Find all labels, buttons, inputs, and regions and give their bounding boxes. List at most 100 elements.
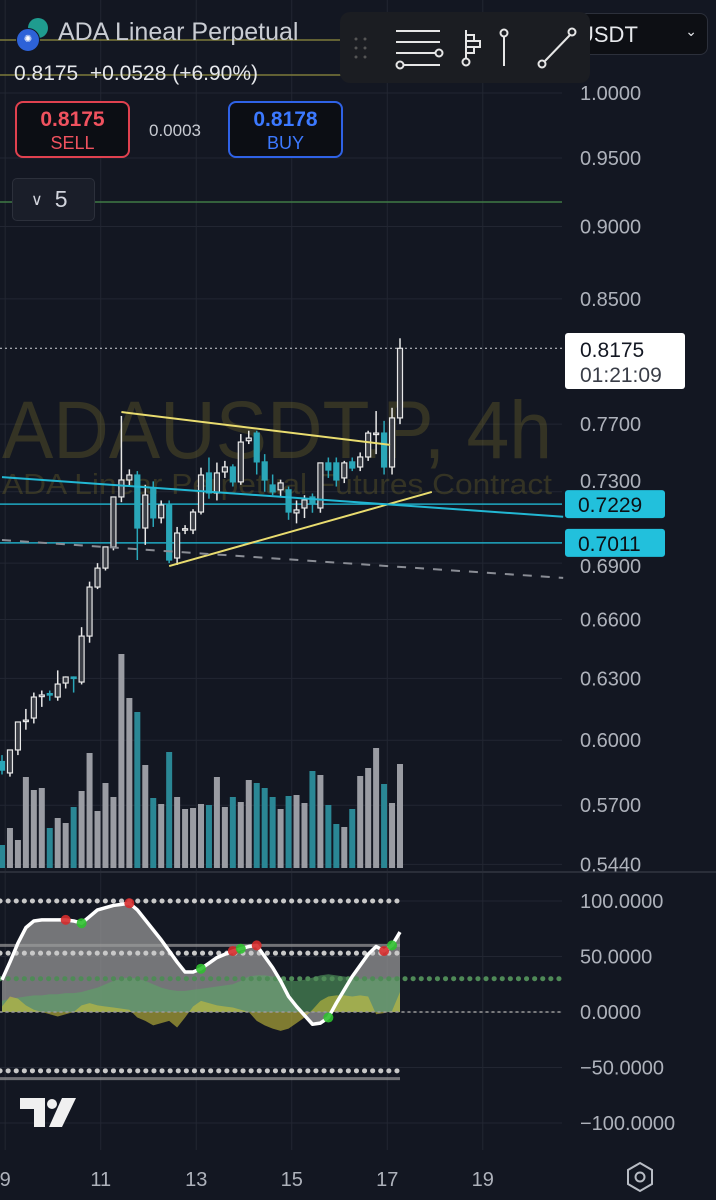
volume-bar (253, 783, 260, 868)
candle (277, 479, 284, 497)
tradingview-logo[interactable] (20, 1097, 78, 1134)
oscillator-buy-signal-dot (323, 1012, 334, 1023)
sell-button[interactable]: 0.8175 SELL (15, 101, 130, 158)
oscillator-tick-label: −100.0000 (580, 1113, 675, 1135)
volume-bar (110, 797, 117, 868)
candle (365, 430, 372, 461)
trendline[interactable] (168, 490, 433, 568)
time-tick-label: 19 (472, 1169, 494, 1191)
buy-button[interactable]: 0.8178 BUY (228, 101, 343, 158)
price-tick-label: 0.6900 (580, 556, 641, 578)
level-tag-1[interactable]: 0.7011 (565, 528, 665, 557)
oscillator-buy-signal-dot (196, 963, 206, 974)
candle (30, 692, 37, 724)
horizontal-lines-icon[interactable] (395, 30, 444, 70)
candle-body (30, 696, 37, 719)
volume-bar (118, 654, 125, 868)
candle (78, 627, 85, 685)
oscillator-sell-signal-dot (379, 945, 390, 956)
candle (6, 749, 14, 777)
candle (38, 690, 45, 707)
level-tag-0[interactable]: 0.7229 (565, 490, 665, 519)
candle (317, 462, 324, 513)
volume-bar (0, 845, 5, 868)
volume-bar (309, 771, 316, 868)
candle (110, 496, 117, 551)
candle-body (237, 441, 244, 483)
candle (261, 454, 268, 492)
candle (134, 471, 141, 561)
buy-price: 0.8178 (253, 108, 318, 131)
candle (325, 457, 332, 478)
candle-body (341, 462, 348, 479)
symbol-title[interactable]: ADA Linear Perpetual (58, 18, 299, 46)
candle (166, 500, 173, 564)
volume-bar (86, 753, 93, 868)
vertical-pin-icon[interactable] (499, 28, 509, 67)
candle-body (380, 432, 388, 468)
volume-bar (134, 712, 141, 868)
candle (221, 460, 228, 478)
drawing-toolbar[interactable] (340, 12, 590, 83)
volume-bar (126, 698, 133, 868)
candle-body (205, 472, 213, 494)
candle-body (269, 484, 276, 493)
volume-bar (325, 805, 332, 868)
volume-bar (190, 808, 197, 868)
candle (333, 457, 340, 487)
candle-body (357, 456, 364, 468)
oscillator-axis[interactable]: 100.0000 50.0000 0.0000 −50.0000 −100.0000 (580, 891, 675, 1135)
trendline[interactable] (1, 476, 564, 518)
candle (285, 486, 292, 520)
sell-price: 0.8175 (40, 108, 105, 131)
trendline[interactable] (121, 411, 391, 446)
candle-body (118, 479, 125, 498)
indicators-toggle-button[interactable]: ∨ 5 (12, 178, 95, 221)
candle-body (317, 462, 324, 509)
volume-bar (277, 809, 284, 868)
volume-profile-icon[interactable] (461, 30, 481, 67)
candle-body (373, 432, 380, 436)
oscillator-sell-signal-dot (124, 898, 135, 909)
trendlines[interactable] (1, 411, 564, 579)
oscillator-buy-signal-dot (76, 918, 87, 929)
volume-bar (102, 783, 109, 868)
candle (14, 721, 22, 756)
time-axis[interactable]: 9 11 13 15 17 19 (0, 1169, 494, 1191)
candle-body (213, 472, 221, 494)
volume-bar (373, 748, 380, 868)
candle-body (70, 676, 77, 680)
candle (189, 509, 197, 535)
candle-body (142, 494, 149, 529)
volume-bar (261, 788, 268, 868)
oscillator-buy-signal-dot (235, 943, 246, 954)
candle-body (166, 504, 173, 561)
currency-dropdown[interactable]: USDT ⌄ (571, 13, 708, 55)
trendline-icon[interactable] (537, 27, 577, 69)
time-tick-label: 11 (90, 1169, 111, 1191)
candle-body (189, 511, 197, 531)
candle-body (86, 586, 93, 637)
candle-body (54, 683, 61, 698)
drag-handle-icon[interactable] (354, 37, 367, 59)
oscillator-green-area (2, 974, 400, 1012)
volume-bar (14, 840, 21, 868)
price-axis[interactable]: 1.0000 0.9500 0.9000 0.8500 0.7700 0.7300 0.69… (580, 83, 641, 876)
candle (181, 525, 189, 535)
settings-icon[interactable] (625, 1160, 655, 1199)
oscillator-tick-label: 100.0000 (580, 891, 663, 913)
volume-bars (0, 654, 403, 868)
volume-bar (198, 804, 204, 868)
volume-bar (30, 790, 37, 868)
candle (54, 670, 61, 701)
trendline[interactable] (1, 539, 564, 579)
volume-bar (70, 807, 77, 868)
current-price-tag-price: 0.8175 (580, 339, 644, 362)
current-price-tag: 0.8175 01:21:09 (565, 333, 685, 389)
candle (158, 500, 165, 524)
volume-bar (205, 805, 212, 868)
candle (309, 493, 316, 513)
current-price-tag-countdown: 01:21:09 (580, 364, 662, 387)
candle (269, 474, 276, 496)
